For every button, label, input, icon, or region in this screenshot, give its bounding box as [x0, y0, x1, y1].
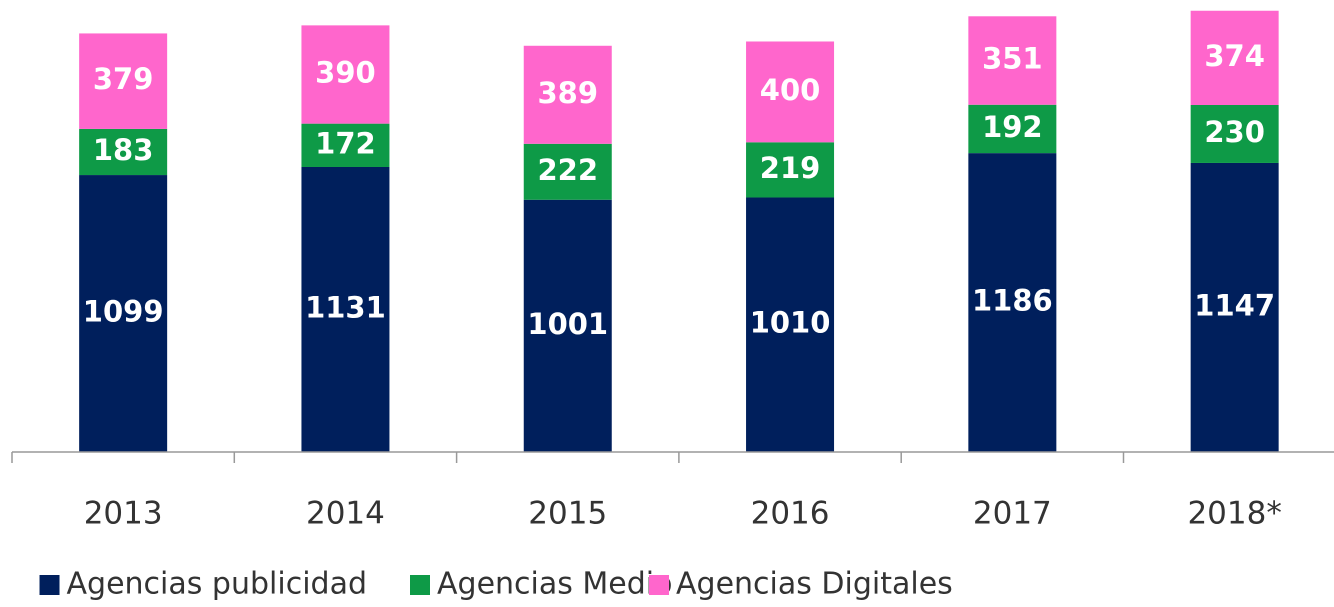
data-label: 1131	[305, 290, 386, 324]
data-label: 1186	[972, 284, 1053, 318]
data-label: 1010	[750, 306, 831, 340]
legend-swatch	[410, 575, 430, 595]
bar-segment	[746, 41, 835, 143]
data-label: 374	[1204, 39, 1265, 73]
data-label: 389	[537, 76, 598, 110]
bar-segment	[746, 142, 835, 198]
data-label: 192	[982, 110, 1043, 144]
data-label: 1099	[83, 295, 164, 329]
legend-label: Agencias Medio	[437, 567, 673, 602]
x-tick-label: 2017	[973, 496, 1052, 532]
bar-segment	[523, 45, 612, 144]
data-label: 222	[537, 153, 598, 187]
bar-segment	[79, 175, 168, 452]
data-label: 230	[1204, 115, 1265, 149]
bar-segment	[968, 16, 1057, 105]
bar-segment	[301, 25, 390, 124]
bar-segment	[523, 143, 612, 200]
x-tick-label: 2014	[306, 496, 385, 532]
x-tick-label: 2013	[84, 496, 163, 532]
x-tick-label: 2016	[751, 496, 830, 532]
data-label: 219	[760, 151, 821, 185]
data-label: 351	[982, 42, 1043, 76]
bar-segment	[1190, 104, 1279, 163]
legend-swatch	[649, 575, 669, 595]
legend-label: Agencias publicidad	[67, 567, 367, 602]
data-label: 400	[760, 73, 821, 107]
bar-segment	[301, 166, 390, 452]
bar-segment	[746, 197, 835, 452]
bar-segment	[968, 104, 1057, 154]
data-label: 379	[93, 62, 154, 96]
data-label: 1001	[527, 307, 608, 341]
bar-segment	[523, 199, 612, 452]
data-label: 1147	[1194, 288, 1275, 322]
bar-segment	[79, 128, 168, 176]
bar-segment	[1190, 10, 1279, 105]
x-tick-label: 2018*	[1187, 496, 1281, 532]
bar-segment	[79, 33, 168, 129]
bar-segment	[1190, 162, 1279, 452]
bar-segment	[968, 153, 1057, 453]
data-label: 183	[93, 133, 154, 167]
bar-segment	[301, 123, 390, 167]
data-label: 390	[315, 56, 376, 90]
data-label: 172	[315, 126, 376, 160]
legend-swatch	[39, 575, 60, 595]
legend-label: Agencias Digitales	[676, 567, 953, 602]
x-tick-label: 2015	[528, 496, 607, 532]
